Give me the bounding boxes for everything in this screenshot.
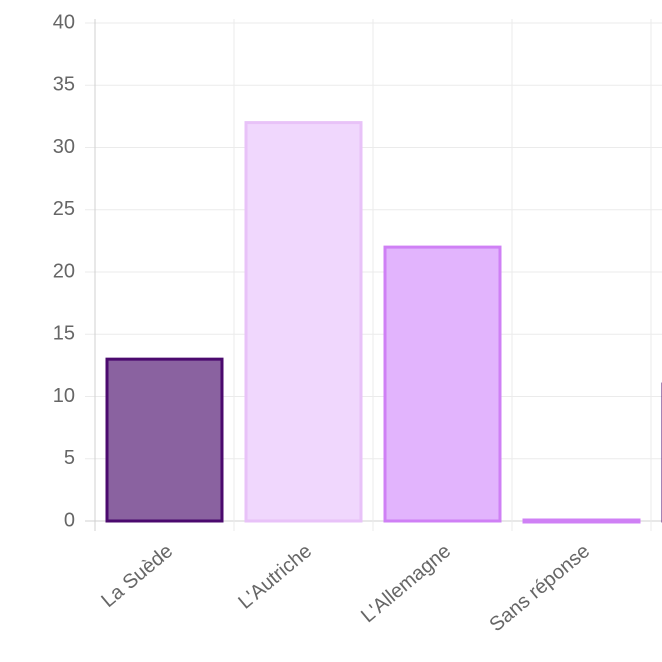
bar [244,121,363,523]
y-tick-label: 35 [53,74,75,96]
bar [522,518,641,524]
y-tick-label: 15 [53,323,75,345]
y-tick-label: 5 [64,447,75,469]
x-tick-label: L'Allemagne [357,540,455,627]
x-tick-label: La Suède [97,540,177,612]
y-tick-label: 40 [53,11,75,33]
x-tick-label: L'Autriche [234,540,316,614]
y-tick-label: 20 [53,260,75,282]
bar [383,245,502,523]
y-tick-label: 30 [53,136,75,158]
bar [105,357,224,523]
y-tick-label: 25 [53,198,75,220]
x-tick-label: Sans réponse [485,540,594,636]
y-tick-label: 10 [53,385,75,407]
y-tick-label: 0 [64,509,75,531]
